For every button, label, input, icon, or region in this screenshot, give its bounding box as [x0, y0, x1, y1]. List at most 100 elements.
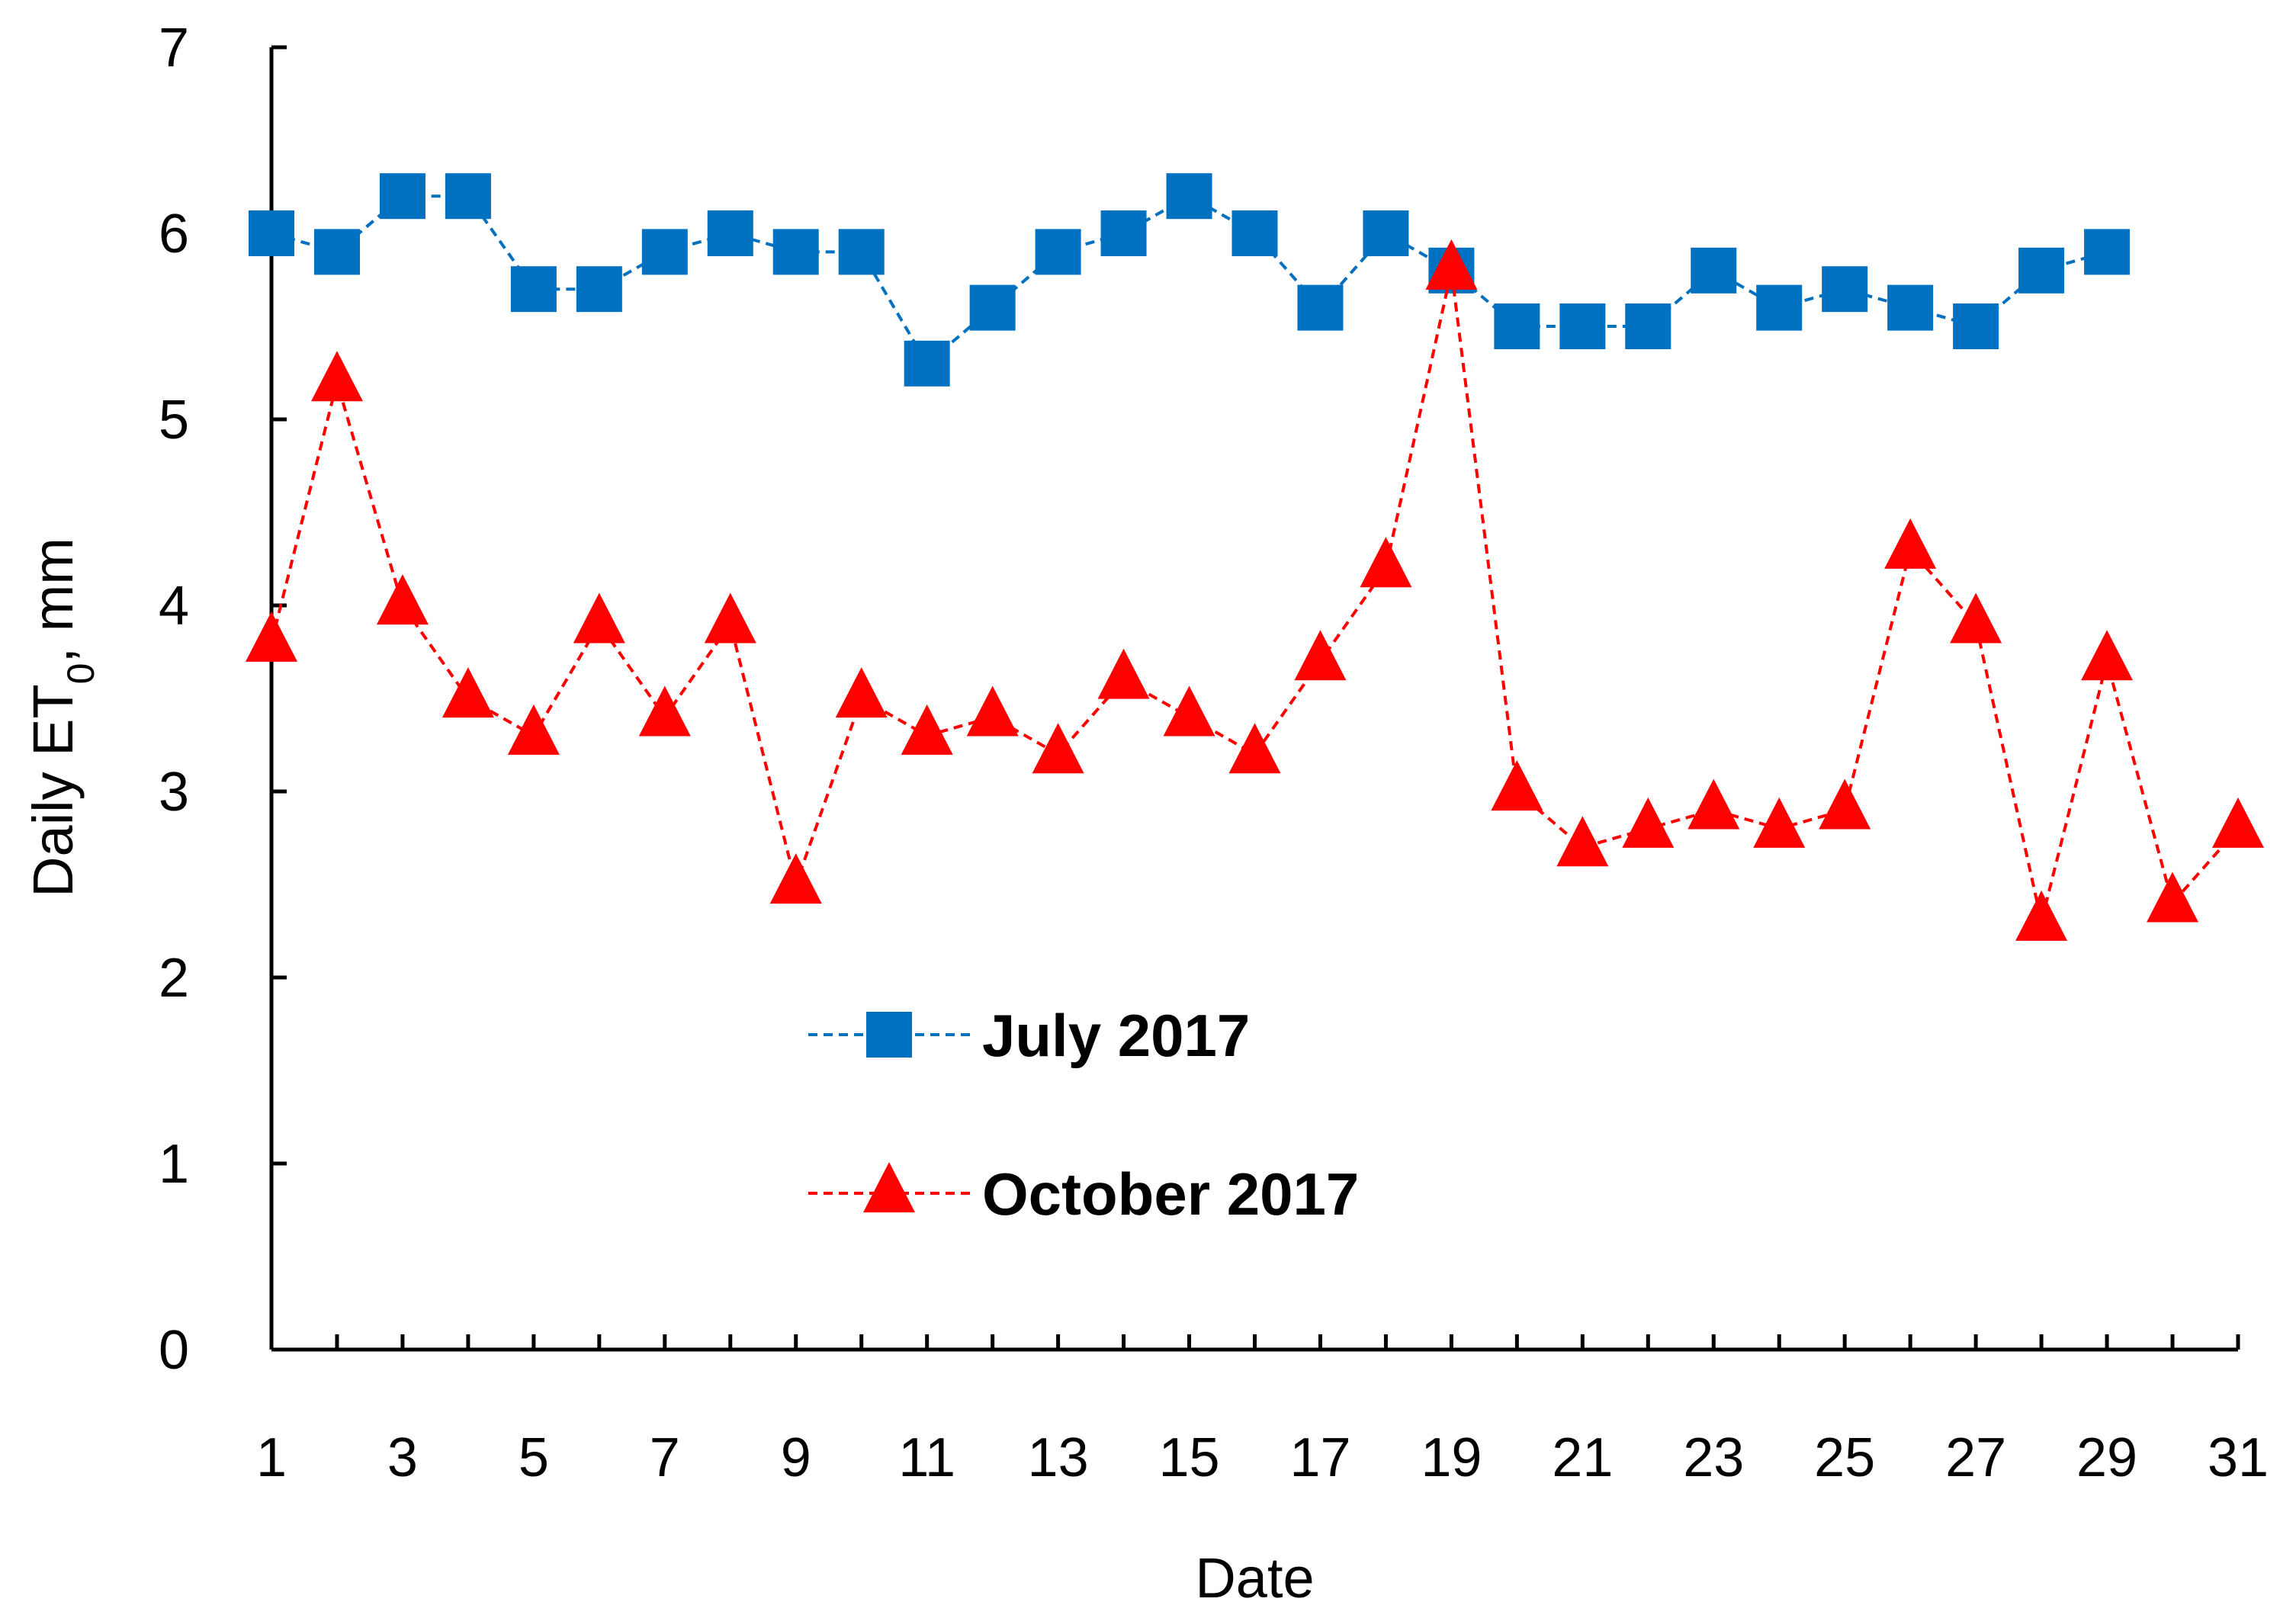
- data-point: [1884, 518, 1937, 569]
- data-point: [442, 667, 494, 718]
- y-tick-label: 2: [159, 948, 189, 1009]
- x-tick-label: 27: [1945, 1427, 2006, 1488]
- data-point: [2084, 229, 2131, 275]
- y-tick-label: 1: [159, 1134, 189, 1195]
- x-tick-label: 7: [650, 1427, 680, 1488]
- data-point: [1622, 797, 1675, 848]
- data-point: [1494, 303, 1540, 349]
- data-point: [1294, 630, 1347, 681]
- data-point: [1687, 778, 1740, 830]
- data-point: [246, 611, 297, 662]
- legend-marker: [863, 1162, 915, 1213]
- legend-item: July 2017: [808, 1002, 1250, 1069]
- data-point: [2081, 630, 2134, 681]
- x-tick-label: 11: [898, 1427, 955, 1488]
- x-axis-ticks: 1 3 5 7 9 11 13 15 17 19 21 23 25 27 29 31: [256, 1334, 2269, 1488]
- x-tick-label: 17: [1289, 1427, 1350, 1488]
- x-tick-label: 1: [256, 1427, 287, 1488]
- x-axis-title: Date: [1195, 1546, 1314, 1610]
- x-tick-label: 15: [1158, 1427, 1219, 1488]
- legend-label: October 2017: [982, 1160, 1359, 1228]
- data-point: [507, 704, 560, 755]
- y-axis-title-suffix: , mm: [21, 538, 85, 663]
- data-point: [901, 704, 953, 755]
- series-line: [270, 270, 2240, 923]
- y-axis-ticks: 0 1 2 3 4 5 6 7: [159, 18, 287, 1381]
- data-point: [249, 210, 294, 256]
- data-point: [1035, 229, 1081, 275]
- data-point: [1819, 778, 1871, 830]
- data-point: [573, 592, 625, 644]
- legend-item: October 2017: [808, 1160, 1359, 1228]
- x-tick-label: 23: [1683, 1427, 1744, 1488]
- data-point: [576, 266, 622, 313]
- x-tick-label: 31: [2208, 1427, 2269, 1488]
- x-tick-label: 29: [2076, 1427, 2137, 1488]
- series-july-2017: [249, 173, 2131, 387]
- data-point: [376, 574, 429, 625]
- data-point: [1491, 760, 1543, 811]
- data-point: [1360, 537, 1412, 588]
- data-point: [835, 667, 888, 718]
- data-point: [969, 284, 1016, 331]
- data-point: [1559, 303, 1606, 349]
- legend-label: July 2017: [982, 1002, 1250, 1069]
- data-point: [379, 173, 425, 220]
- x-tick-label: 25: [1814, 1427, 1875, 1488]
- legend-marker: [866, 1012, 912, 1058]
- data-point: [769, 853, 822, 904]
- data-point: [1163, 685, 1215, 737]
- y-axis-title-subscript: 0: [59, 663, 102, 684]
- data-point: [638, 685, 691, 737]
- data-point: [445, 173, 491, 220]
- y-tick-label: 0: [159, 1320, 189, 1381]
- data-point: [1097, 648, 1150, 699]
- x-tick-label: 21: [1552, 1427, 1613, 1488]
- legend: July 2017 October 2017: [808, 1002, 1359, 1228]
- data-point: [1297, 284, 1344, 331]
- series-layer: [246, 173, 2264, 941]
- data-point: [1166, 173, 1212, 220]
- data-point: [2015, 890, 2068, 941]
- series-october-2017: [246, 239, 2264, 941]
- y-tick-label: 7: [159, 18, 189, 79]
- data-point: [1100, 210, 1147, 256]
- data-point: [1228, 723, 1281, 774]
- data-point: [966, 685, 1019, 737]
- y-tick-label: 3: [159, 762, 189, 823]
- data-point: [904, 340, 950, 387]
- data-point: [838, 229, 885, 275]
- data-point: [1625, 303, 1671, 349]
- data-point: [1691, 247, 1737, 294]
- data-point: [313, 229, 360, 275]
- data-point: [1756, 284, 1803, 331]
- data-point: [1231, 210, 1278, 256]
- data-point: [641, 229, 688, 275]
- x-tick-label: 19: [1421, 1427, 1482, 1488]
- y-axis-title-main: Daily ET: [21, 684, 85, 897]
- data-point: [1032, 723, 1084, 774]
- data-point: [310, 351, 363, 402]
- y-tick-label: 5: [159, 390, 189, 451]
- data-point: [2212, 797, 2264, 848]
- x-tick-label: 5: [519, 1427, 549, 1488]
- x-tick-label: 13: [1028, 1427, 1089, 1488]
- data-point: [704, 592, 756, 644]
- data-point: [1556, 816, 1609, 867]
- data-point: [772, 229, 819, 275]
- data-point: [1753, 797, 1806, 848]
- data-point: [1425, 239, 1478, 290]
- data-point: [1887, 284, 1934, 331]
- data-point: [1822, 266, 1868, 313]
- y-tick-label: 6: [159, 204, 189, 265]
- data-point: [510, 266, 557, 313]
- x-tick-label: 9: [781, 1427, 811, 1488]
- data-point: [2147, 871, 2199, 923]
- data-point: [1953, 303, 1999, 349]
- data-point: [1950, 592, 2002, 644]
- data-point: [2018, 247, 2065, 294]
- x-tick-label: 3: [387, 1427, 418, 1488]
- data-point: [1363, 210, 1409, 256]
